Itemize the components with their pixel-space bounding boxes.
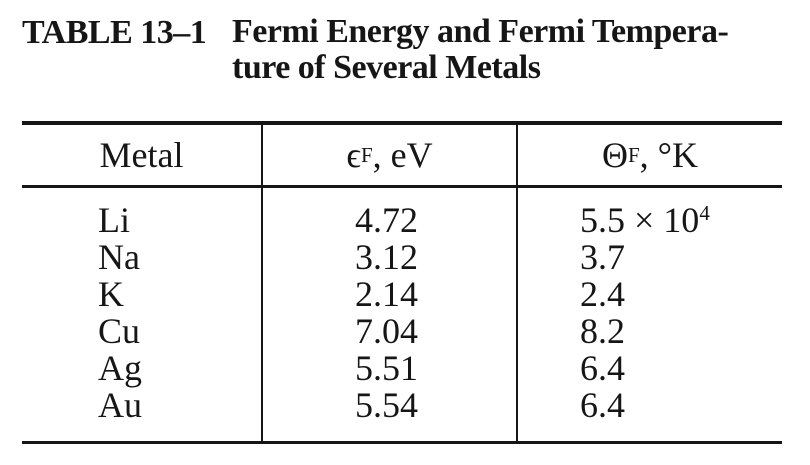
column-header-metal-label: Metal — [99, 134, 184, 175]
table-number-label: TABLE 13–1 — [22, 14, 207, 51]
theta-symbol: Θ — [601, 134, 628, 175]
fermi-energy-column: 4.72 3.12 2.14 7.04 5.51 5.54 — [355, 202, 418, 424]
fermi-temperature-value: 2.4 — [580, 274, 625, 314]
fermi-energy-cell: 2.14 — [355, 274, 418, 314]
theta-unit: , °K — [639, 134, 699, 175]
fermi-temperature-cell: 6.4 — [580, 387, 710, 424]
metal-column: Li Na K Cu Ag Au — [98, 202, 142, 424]
table-title-line-2: ture of Several Metals — [232, 49, 541, 86]
fermi-temperature-cell: 5.5 × 104 — [580, 202, 710, 239]
table-rule-bottom — [22, 441, 782, 444]
epsilon-unit: , eV — [372, 134, 433, 175]
metal-cell: Au — [98, 385, 142, 425]
column-header-metal: Metal — [22, 124, 261, 185]
fermi-temperature-column: 5.5 × 104 3.7 2.4 8.2 6.4 6.4 — [580, 202, 710, 424]
metal-cell: Ag — [98, 348, 142, 388]
table-title-line-1: Fermi Energy and Fermi Tempera- — [232, 13, 729, 50]
fermi-temperature-cell: 6.4 — [580, 350, 710, 387]
fermi-energy-cell: 5.51 — [355, 348, 418, 388]
fermi-energy-cell: 5.54 — [355, 385, 418, 425]
metal-cell: Cu — [98, 311, 141, 351]
table-rule-top — [22, 121, 782, 125]
column-divider-1 — [261, 121, 263, 444]
fermi-temperature-value: 3.7 — [580, 237, 625, 277]
fermi-temperature-cell: 3.7 — [580, 239, 710, 276]
fermi-temperature-cell: 2.4 — [580, 276, 710, 313]
fermi-temperature-value: 6.4 — [580, 348, 625, 388]
fermi-energy-cell: 7.04 — [355, 311, 418, 351]
fermi-energy-cell: 4.72 — [355, 200, 418, 240]
metal-cell: K — [98, 274, 124, 314]
fermi-energy-cell: 3.12 — [355, 237, 418, 277]
table-rule-header — [22, 185, 782, 188]
epsilon-symbol: ϵ — [346, 134, 361, 175]
fermi-temperature-cell: 8.2 — [580, 313, 710, 350]
fermi-temperature-value: 8.2 — [580, 311, 625, 351]
fermi-temperature-value: 6.4 — [580, 385, 625, 425]
exponent: 4 — [699, 201, 710, 225]
metal-cell: Li — [98, 200, 130, 240]
table-title: Fermi Energy and Fermi Tempera- ture of … — [232, 13, 729, 86]
column-divider-2 — [516, 121, 518, 444]
metal-cell: Na — [98, 237, 140, 277]
fermi-temperature-value: 5.5 × 10 — [580, 200, 700, 240]
